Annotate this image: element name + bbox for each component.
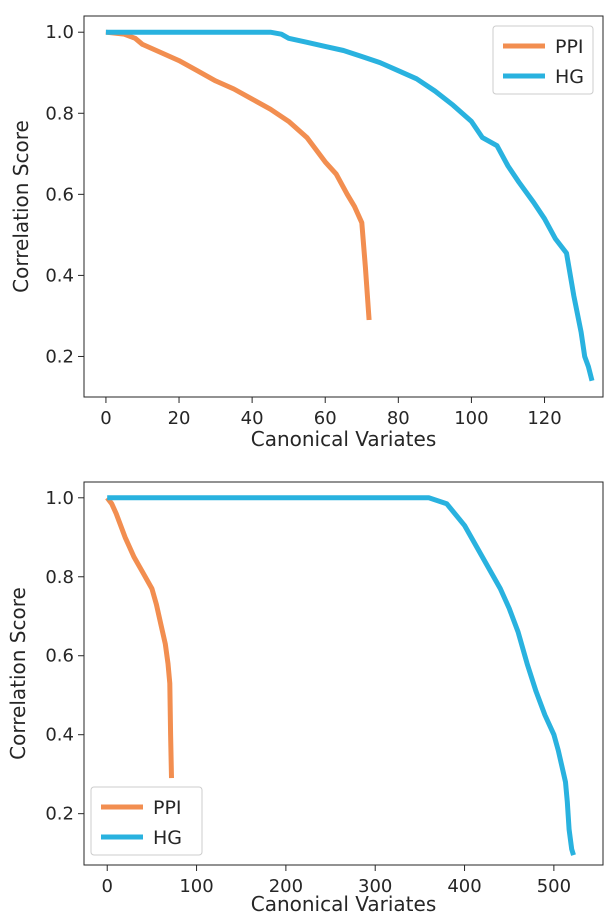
bottom-chart-y-tick-label: 0.8 [45,567,74,588]
bottom-chart-legend-box [90,786,203,856]
bottom-chart-y-axis-label: Correlation Score [6,587,30,760]
bottom-chart-x-tick-label: 300 [358,876,392,897]
top-chart-y-tick-label: 0.6 [45,184,74,205]
bottom-chart-ticks: 0 100 200 300 400 500 0.2 0.4 0.6 0.8 1.0 [45,488,571,897]
bottom-chart-legend: PPI HG [90,786,203,856]
top-chart-x-tick-label: 40 [241,408,264,429]
top-chart-x-tick-label: 20 [168,408,191,429]
bottom-chart-y-tick-label: 0.2 [45,804,74,825]
top-chart-x-tick-label: 120 [527,408,561,429]
top-chart-legend-label-hg: HG [555,66,584,88]
top-chart-y-tick-label: 0.4 [45,265,74,286]
bottom-chart-y-tick-label: 0.6 [45,646,74,667]
top-chart-y-axis-label: Correlation Score [9,120,33,293]
bottom-chart-y-tick-label: 0.4 [45,725,74,746]
bottom-chart-axes-frame [83,481,604,866]
top-chart-ticks: 0 20 40 60 80 100 120 0.2 0.4 0.6 0.8 1.0 [45,22,561,429]
bottom-chart-x-axis-label: Canonical Variates [251,892,437,916]
top-chart-axes-frame [83,15,604,398]
bottom-chart-panel: 0 100 200 300 400 500 0.2 0.4 0.6 0.8 1.0 Canonica… [6,481,604,916]
top-chart-y-tick-label: 1.0 [45,22,74,43]
top-chart-x-tick-label: 0 [100,408,111,429]
bottom-chart-x-tick-label: 500 [537,876,571,897]
bottom-chart-series-ppi-line [105,496,174,779]
top-chart-series-hg-line [105,29,595,382]
top-chart-legend-label-ppi: PPI [555,36,584,58]
top-chart-x-tick-label: 100 [454,408,488,429]
bottom-chart-legend-label-ppi: PPI [153,797,182,819]
top-chart-series-lines [105,29,595,382]
bottom-chart-series-hg-line [107,495,576,856]
top-chart-panel: 0 20 40 60 80 100 120 0.2 0.4 0.6 0.8 1.0 Canonical… [9,15,604,451]
bottom-chart-x-tick-label: 100 [179,876,213,897]
bottom-chart-x-tick-label: 400 [447,876,481,897]
top-chart-series-ppi-line [105,29,372,321]
bottom-chart-x-tick-label: 200 [269,876,303,897]
top-chart-x-axis-label: Canonical Variates [251,427,437,451]
top-chart-legend: PPI HG [492,25,594,95]
top-chart-x-tick-label: 60 [314,408,337,429]
bottom-chart-series-lines [105,495,576,856]
top-chart-y-tick-label: 0.8 [45,103,74,124]
top-chart-x-tick-label: 80 [387,408,410,429]
bottom-chart-legend-label-hg: HG [153,827,182,849]
bottom-chart-y-tick-label: 1.0 [45,488,74,509]
bottom-chart-x-tick-label: 0 [101,876,112,897]
top-chart-y-tick-label: 0.2 [45,346,74,367]
